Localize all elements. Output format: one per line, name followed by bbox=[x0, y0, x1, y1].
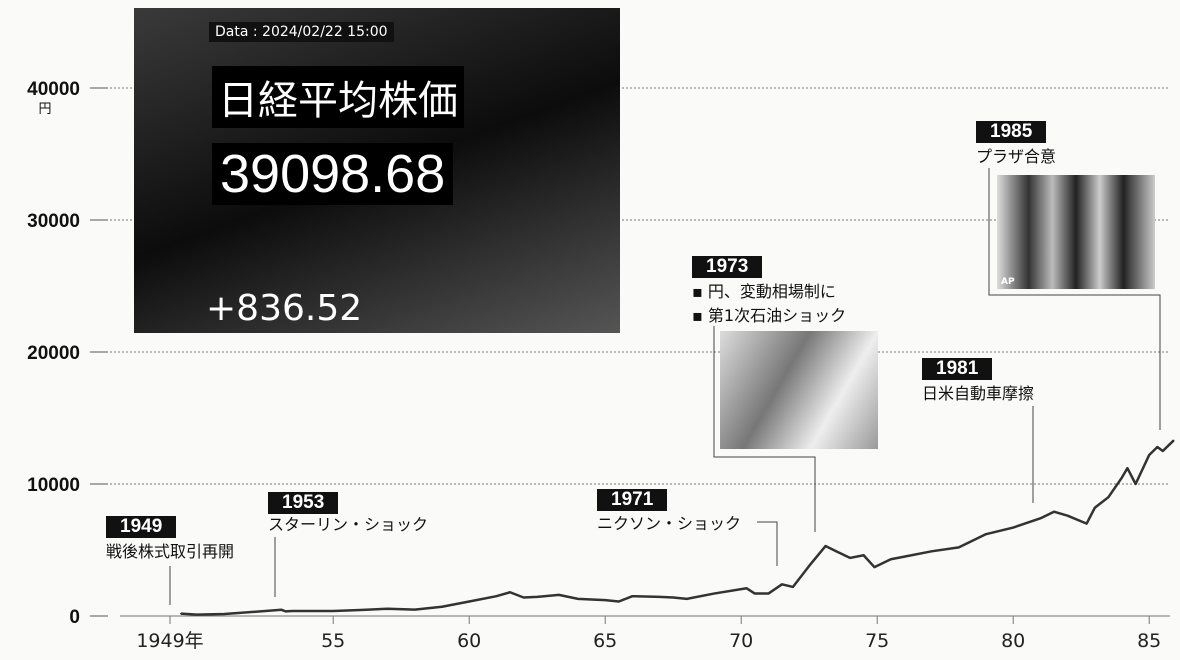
event-year-1949: 1949 bbox=[106, 516, 177, 538]
data-point bbox=[223, 613, 226, 615]
data-point bbox=[792, 586, 794, 588]
data-point bbox=[781, 583, 783, 586]
data-point bbox=[754, 592, 756, 595]
leader-line bbox=[713, 326, 816, 532]
data-point bbox=[713, 592, 715, 595]
data-point bbox=[686, 598, 688, 600]
data-point bbox=[1148, 454, 1150, 456]
data-point bbox=[873, 566, 876, 568]
photo-oil-shock-store bbox=[720, 331, 878, 449]
data-point bbox=[849, 557, 851, 559]
data-point bbox=[250, 611, 253, 613]
data-point bbox=[890, 558, 892, 561]
event-year-1953: 1953 bbox=[268, 492, 339, 514]
y-tick-label: 20000 bbox=[27, 343, 80, 364]
data-point bbox=[284, 610, 287, 613]
data-point bbox=[808, 565, 810, 567]
data-point bbox=[577, 598, 579, 600]
data-point bbox=[468, 600, 471, 603]
x-tick-label: 80 bbox=[1001, 630, 1025, 652]
leader-line bbox=[988, 168, 1161, 430]
x-tick-label: 75 bbox=[865, 630, 889, 652]
y-tick-label: 40000 bbox=[27, 79, 80, 100]
data-point bbox=[1134, 483, 1137, 485]
y-tick-label: 0 bbox=[69, 607, 80, 628]
event-text-1981: 日米自動車摩擦 bbox=[922, 384, 1035, 403]
data-point bbox=[1121, 476, 1123, 479]
photo-value: 39098.68 bbox=[212, 143, 454, 205]
photo-date: Data : 2024/02/22 15:00 bbox=[209, 22, 394, 42]
data-point bbox=[824, 545, 827, 547]
data-point bbox=[618, 600, 620, 603]
data-point bbox=[985, 533, 987, 535]
x-tick-label: 70 bbox=[729, 630, 753, 652]
data-point bbox=[958, 546, 960, 549]
y-unit-label: 円 bbox=[38, 102, 51, 117]
photo-plaza-accord: AP bbox=[997, 175, 1155, 289]
event-text-1973-a: ▪ 円、変動相場制に bbox=[692, 282, 836, 301]
data-point bbox=[495, 595, 498, 597]
y-tick-label: 30000 bbox=[27, 211, 80, 232]
data-point bbox=[386, 607, 389, 610]
photo-credit: AP bbox=[1001, 277, 1015, 287]
data-point bbox=[1085, 522, 1088, 525]
x-tick-label: 85 bbox=[1137, 630, 1161, 652]
data-point bbox=[1172, 439, 1175, 442]
event-text-1953: スターリン・ショック bbox=[268, 515, 429, 534]
data-point bbox=[280, 608, 283, 611]
data-point bbox=[745, 587, 748, 590]
data-point bbox=[558, 594, 560, 596]
event-text-1971: ニクソン・ショック bbox=[597, 514, 742, 533]
data-point bbox=[291, 610, 294, 612]
event-year-1971: 1971 bbox=[597, 489, 668, 511]
data-point bbox=[672, 596, 674, 599]
data-point bbox=[1066, 514, 1069, 517]
event-text-1949: 戦後株式取引再開 bbox=[106, 542, 235, 561]
data-point bbox=[658, 596, 661, 598]
data-point bbox=[930, 550, 933, 553]
nikkei-line bbox=[180, 439, 1175, 616]
x-tick-label: 60 bbox=[457, 630, 481, 652]
data-point bbox=[1053, 510, 1055, 513]
x-tick-label: 55 bbox=[321, 630, 345, 652]
data-point bbox=[180, 612, 182, 615]
photo-nikkei-board: Data : 2024/02/22 15:00 日経平均株価 39098.68 … bbox=[134, 8, 620, 333]
data-point bbox=[1162, 450, 1164, 452]
data-point bbox=[1094, 506, 1096, 509]
data-point bbox=[196, 613, 198, 616]
data-point bbox=[332, 610, 335, 612]
data-point bbox=[1107, 496, 1110, 499]
data-point bbox=[522, 596, 525, 599]
event-year-1985: 1985 bbox=[976, 121, 1047, 143]
event-year-1981: 1981 bbox=[922, 358, 993, 380]
x-tick-label: 1949年 bbox=[136, 630, 203, 652]
data-point bbox=[1156, 446, 1159, 448]
data-point bbox=[1012, 526, 1014, 529]
data-point bbox=[862, 554, 865, 557]
event-text-1973-b: ▪ 第1次石油ショック bbox=[692, 306, 847, 325]
data-point bbox=[536, 596, 538, 598]
photo-title: 日経平均株価 bbox=[212, 66, 464, 128]
data-point bbox=[767, 592, 770, 595]
leader-line bbox=[757, 521, 778, 566]
data-point bbox=[1039, 517, 1042, 520]
data-point bbox=[903, 555, 906, 558]
data-point bbox=[604, 599, 606, 601]
data-point bbox=[631, 595, 634, 597]
y-tick-label: 10000 bbox=[27, 475, 80, 496]
data-point bbox=[359, 609, 362, 611]
data-point bbox=[509, 591, 511, 594]
data-point bbox=[414, 608, 416, 611]
data-point bbox=[1126, 467, 1129, 469]
photo-change: +836.52 bbox=[206, 288, 363, 329]
x-tick-label: 65 bbox=[593, 630, 617, 652]
data-point bbox=[835, 550, 838, 553]
event-year-1973: 1973 bbox=[692, 256, 763, 278]
data-point bbox=[441, 605, 443, 608]
event-text-1985: プラザ合意 bbox=[976, 147, 1057, 166]
